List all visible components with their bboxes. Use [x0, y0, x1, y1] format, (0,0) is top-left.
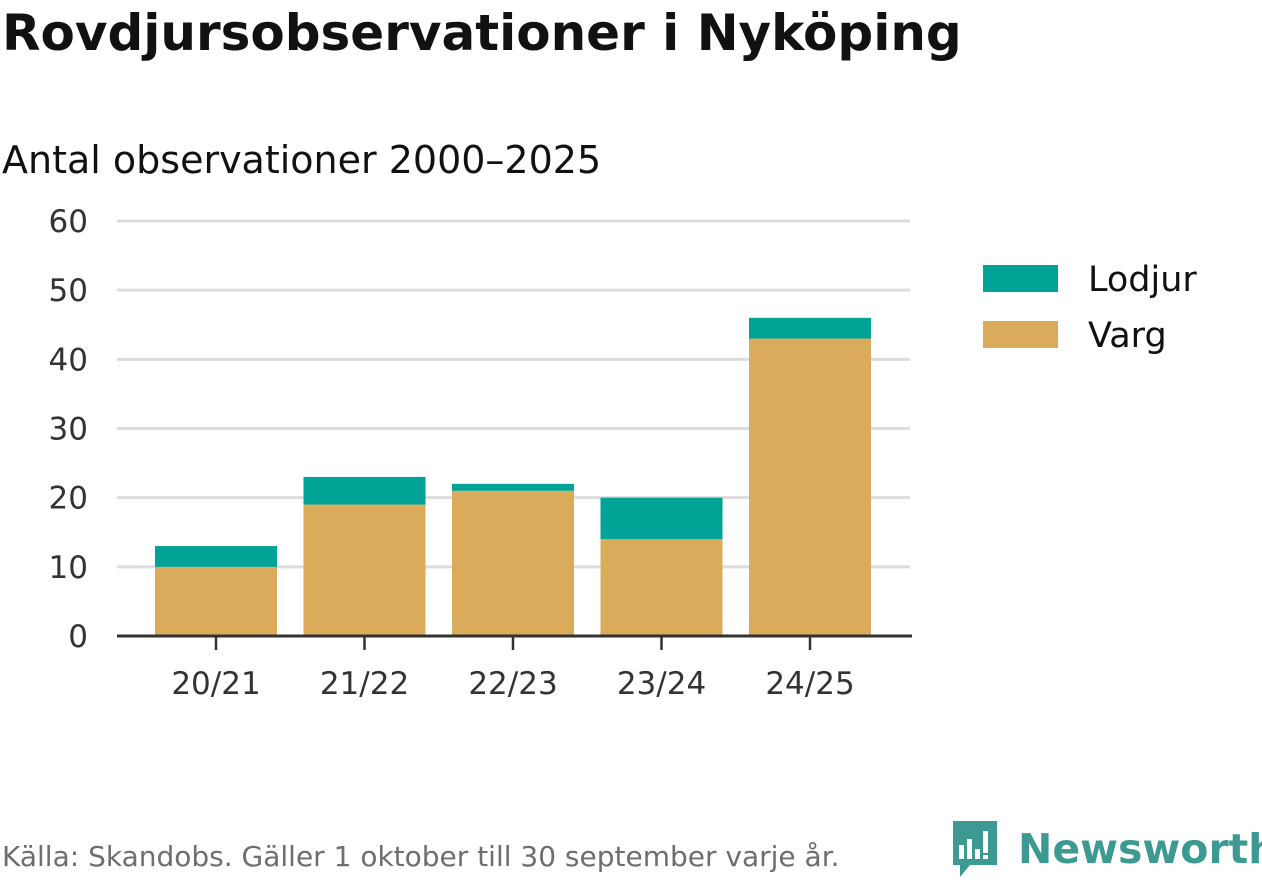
legend: Lodjur Varg	[983, 260, 1197, 356]
bar-varg-22-23[interactable]	[452, 490, 574, 636]
y-tick-label: 30	[49, 412, 88, 448]
legend-label-varg: Varg	[1088, 316, 1167, 356]
bar-lodjur-23-24[interactable]	[600, 497, 723, 540]
y-tick-label: 50	[49, 273, 88, 309]
y-tick-label: 20	[49, 481, 88, 517]
x-tick-label: 24/25	[765, 666, 854, 702]
chart-title: Rovdjursobservationer i Nyköping	[2, 4, 962, 62]
chart-subtitle: Antal observationer 2000–2025	[2, 138, 602, 182]
newsworthy-logo-icon	[953, 821, 997, 877]
x-tick-label: 21/22	[320, 666, 409, 702]
source-note: Källa: Skandobs. Gäller 1 oktober till 3…	[2, 840, 840, 873]
x-tick-label: 20/21	[171, 666, 260, 702]
brand-name: Newsworthy	[1018, 825, 1262, 873]
legend-swatch-lodjur	[983, 265, 1058, 292]
bar-lodjur-21-22[interactable]	[303, 476, 426, 505]
y-tick-label: 40	[49, 342, 88, 378]
bars	[155, 317, 871, 636]
y-tick-label: 10	[49, 550, 88, 586]
legend-swatch-varg	[983, 321, 1058, 348]
bar-lodjur-22-23[interactable]	[452, 483, 574, 491]
bar-varg-20-21[interactable]	[155, 566, 277, 636]
x-tick-label: 22/23	[468, 666, 557, 702]
legend-label-lodjur: Lodjur	[1088, 260, 1197, 300]
bar-varg-23-24[interactable]	[600, 539, 723, 636]
bar-varg-24-25[interactable]	[749, 338, 871, 636]
x-tick-label: 23/24	[617, 666, 706, 702]
bar-lodjur-20-21[interactable]	[155, 546, 277, 567]
y-tick-label: 0	[68, 619, 88, 655]
bar-lodjur-24-25[interactable]	[749, 317, 871, 339]
axes: 0 10 20 30 40 50 60 20/21 21/22 22/23 23/24 24/25	[49, 204, 912, 702]
brand-logo[interactable]: Newsworthy	[950, 818, 1262, 880]
y-tick-label: 60	[49, 204, 88, 240]
bar-varg-21-22[interactable]	[303, 504, 426, 636]
